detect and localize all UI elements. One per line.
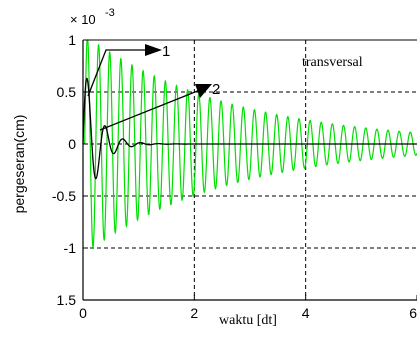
tick-layer: 10.50-0.5-11.50 2 4 6 <box>52 32 417 321</box>
arrow-1-label: 1 <box>162 43 170 60</box>
arrow-2-head <box>195 84 212 98</box>
frame-layer <box>82 39 417 301</box>
arrow-2-label: 2 <box>212 81 220 98</box>
arrow-2-line <box>99 89 201 131</box>
y-exponent-power: -3 <box>105 7 115 19</box>
x-tick-label: 4 <box>302 305 310 321</box>
x-tick-label: 2 <box>190 305 198 321</box>
arrow-1-head <box>145 44 162 56</box>
grid-layer <box>83 40 417 300</box>
panel-label: transversal <box>302 55 363 70</box>
y-exponent-label: × 10 <box>70 12 96 27</box>
arrow-layer <box>87 44 212 131</box>
x-axis-label: waktu [dt] <box>219 313 277 328</box>
y-tick-label: -1 <box>64 240 77 256</box>
series-line-2 <box>82 77 417 180</box>
y-tick-label: 1 <box>68 32 76 48</box>
series-line-1 <box>84 39 417 250</box>
arrow-1-line <box>87 49 150 97</box>
x-tick-label: 0 <box>79 305 87 321</box>
series-layer <box>82 39 417 250</box>
y-tick-label: 0 <box>68 136 76 152</box>
y-axis-label: pergeseran(cm) <box>11 115 27 214</box>
y-tick-label: 0.5 <box>57 84 77 100</box>
y-tick-label: 1.5 <box>57 292 77 308</box>
x-tick-label: 6 <box>409 305 417 321</box>
y-tick-label: -0.5 <box>52 188 76 204</box>
